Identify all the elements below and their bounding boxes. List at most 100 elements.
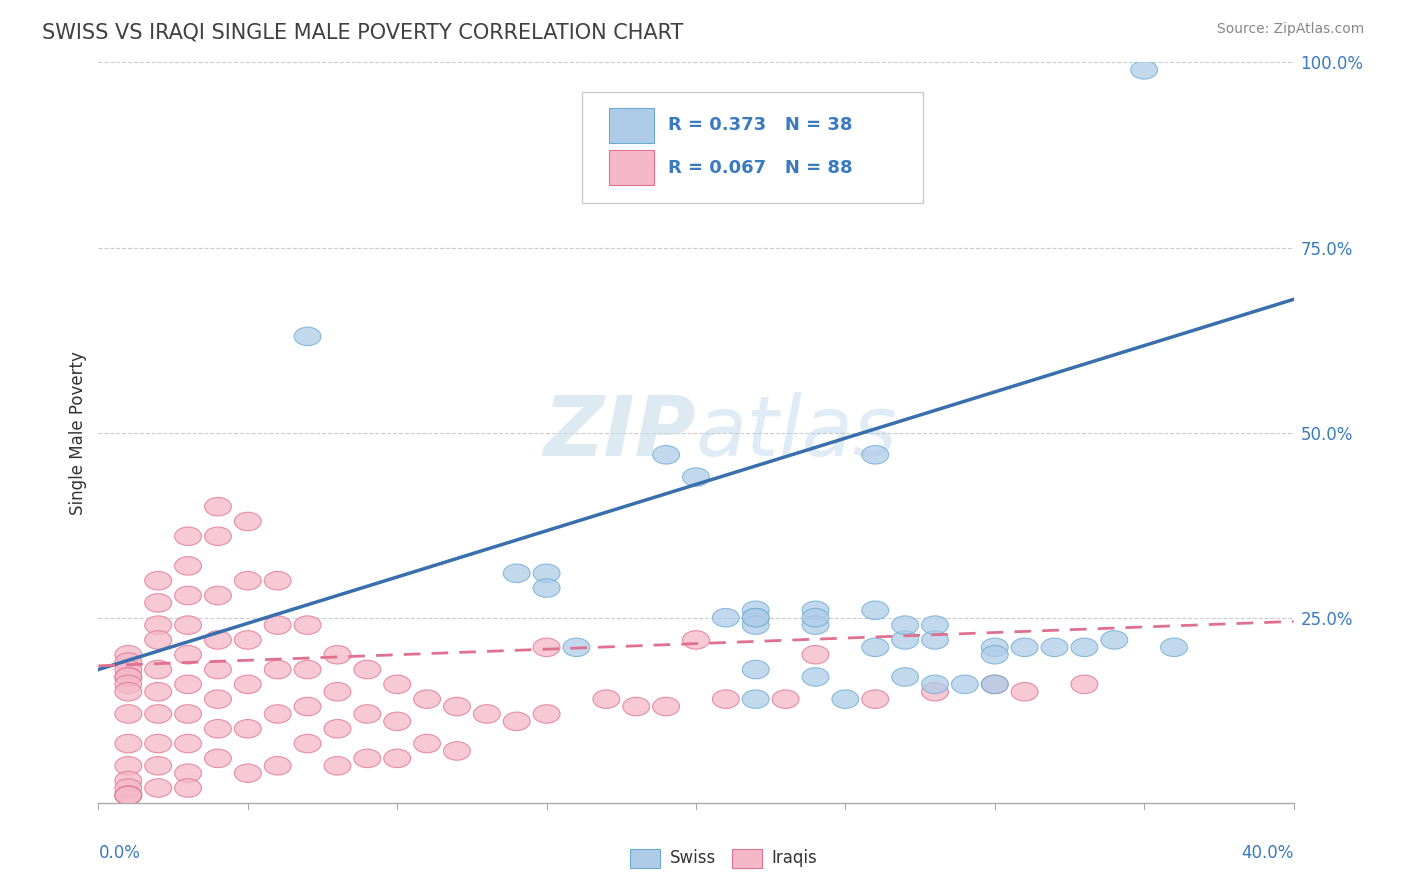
Ellipse shape [1130, 61, 1157, 79]
Ellipse shape [235, 631, 262, 649]
Ellipse shape [115, 772, 142, 789]
Ellipse shape [115, 734, 142, 753]
Ellipse shape [713, 608, 740, 627]
Ellipse shape [115, 786, 142, 805]
Ellipse shape [742, 690, 769, 708]
Ellipse shape [115, 675, 142, 694]
Ellipse shape [354, 705, 381, 723]
Ellipse shape [174, 779, 201, 797]
Ellipse shape [832, 690, 859, 708]
Ellipse shape [503, 712, 530, 731]
Ellipse shape [115, 668, 142, 686]
Ellipse shape [235, 512, 262, 531]
Ellipse shape [981, 675, 1008, 694]
Ellipse shape [533, 638, 560, 657]
Ellipse shape [145, 631, 172, 649]
Ellipse shape [772, 690, 799, 708]
Ellipse shape [801, 668, 830, 686]
Ellipse shape [145, 682, 172, 701]
Ellipse shape [952, 675, 979, 694]
Text: SWISS VS IRAQI SINGLE MALE POVERTY CORRELATION CHART: SWISS VS IRAQI SINGLE MALE POVERTY CORRE… [42, 22, 683, 42]
Ellipse shape [115, 668, 142, 686]
Ellipse shape [115, 779, 142, 797]
Ellipse shape [115, 756, 142, 775]
Ellipse shape [145, 734, 172, 753]
Ellipse shape [174, 705, 201, 723]
Ellipse shape [294, 698, 321, 715]
Ellipse shape [174, 557, 201, 575]
Text: ZIP: ZIP [543, 392, 696, 473]
FancyBboxPatch shape [630, 849, 661, 868]
Ellipse shape [862, 690, 889, 708]
Ellipse shape [294, 327, 321, 345]
Ellipse shape [742, 608, 769, 627]
Ellipse shape [235, 675, 262, 694]
Ellipse shape [921, 615, 949, 634]
Ellipse shape [801, 608, 830, 627]
Ellipse shape [742, 660, 769, 679]
Ellipse shape [264, 705, 291, 723]
Ellipse shape [562, 638, 591, 657]
Ellipse shape [384, 712, 411, 731]
Ellipse shape [1071, 675, 1098, 694]
Ellipse shape [145, 615, 172, 634]
Ellipse shape [533, 564, 560, 582]
Ellipse shape [862, 601, 889, 620]
Ellipse shape [921, 682, 949, 701]
Ellipse shape [981, 638, 1008, 657]
Ellipse shape [1071, 638, 1098, 657]
Ellipse shape [294, 734, 321, 753]
Ellipse shape [384, 675, 411, 694]
Ellipse shape [354, 749, 381, 768]
Ellipse shape [323, 682, 352, 701]
Ellipse shape [174, 764, 201, 782]
Ellipse shape [1040, 638, 1069, 657]
Ellipse shape [264, 572, 291, 590]
Ellipse shape [174, 615, 201, 634]
Ellipse shape [115, 682, 142, 701]
Ellipse shape [713, 690, 740, 708]
Ellipse shape [623, 698, 650, 715]
Ellipse shape [294, 615, 321, 634]
Ellipse shape [204, 690, 232, 708]
Text: Source: ZipAtlas.com: Source: ZipAtlas.com [1216, 22, 1364, 37]
Text: R = 0.373   N = 38: R = 0.373 N = 38 [668, 116, 853, 135]
Ellipse shape [204, 586, 232, 605]
Ellipse shape [921, 631, 949, 649]
Ellipse shape [443, 742, 471, 760]
Ellipse shape [264, 756, 291, 775]
Ellipse shape [742, 601, 769, 620]
Text: 40.0%: 40.0% [1241, 844, 1294, 862]
Ellipse shape [981, 646, 1008, 664]
Ellipse shape [235, 764, 262, 782]
Ellipse shape [474, 705, 501, 723]
FancyBboxPatch shape [733, 849, 762, 868]
Text: Iraqis: Iraqis [772, 849, 817, 867]
Ellipse shape [862, 446, 889, 464]
Ellipse shape [204, 527, 232, 546]
Ellipse shape [115, 653, 142, 672]
Ellipse shape [264, 660, 291, 679]
Ellipse shape [145, 705, 172, 723]
Ellipse shape [174, 527, 201, 546]
Ellipse shape [1160, 638, 1188, 657]
Ellipse shape [533, 579, 560, 598]
Ellipse shape [115, 646, 142, 664]
FancyBboxPatch shape [609, 150, 654, 186]
Ellipse shape [174, 675, 201, 694]
Ellipse shape [204, 660, 232, 679]
Ellipse shape [801, 646, 830, 664]
Ellipse shape [115, 786, 142, 805]
Ellipse shape [204, 498, 232, 516]
Ellipse shape [323, 646, 352, 664]
Ellipse shape [533, 705, 560, 723]
Ellipse shape [235, 572, 262, 590]
Text: 0.0%: 0.0% [98, 844, 141, 862]
Ellipse shape [354, 660, 381, 679]
Ellipse shape [652, 446, 679, 464]
FancyBboxPatch shape [609, 108, 654, 143]
Ellipse shape [294, 660, 321, 679]
Ellipse shape [413, 734, 440, 753]
Ellipse shape [593, 690, 620, 708]
Ellipse shape [323, 720, 352, 738]
